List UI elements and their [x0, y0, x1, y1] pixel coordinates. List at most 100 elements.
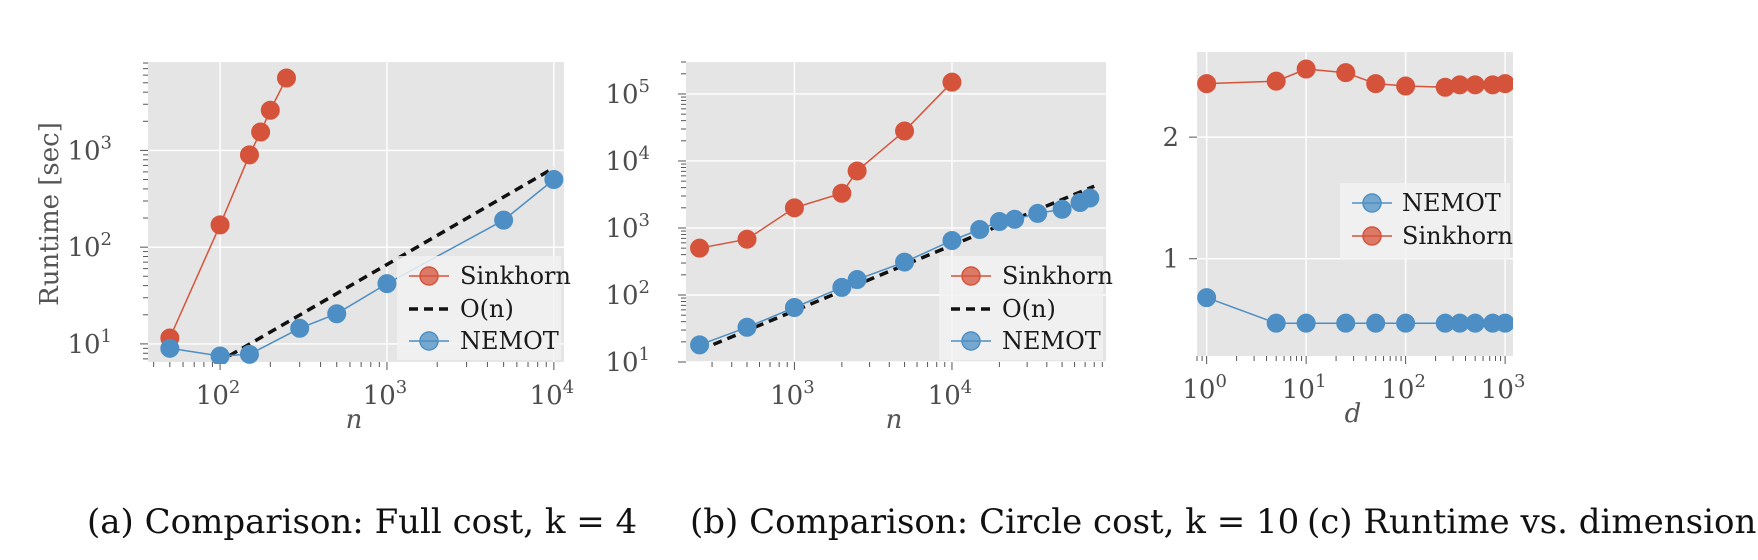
- x-axis-label: d: [1345, 399, 1362, 429]
- data-point-nemot: [1495, 313, 1513, 333]
- data-point-nemot: [210, 346, 230, 364]
- y-tick-label-base: 10: [67, 233, 100, 263]
- data-point-nemot: [1052, 199, 1072, 219]
- x-tick-label-base: 10: [1282, 375, 1315, 405]
- y-tick-label-base: 10: [605, 281, 638, 311]
- legend-marker: [1362, 193, 1382, 213]
- data-point-sinkhorn: [1396, 76, 1416, 96]
- data-point-nemot: [1005, 209, 1025, 229]
- data-point-nemot: [737, 317, 757, 337]
- y-tick-label: 103: [605, 210, 650, 244]
- data-point-nemot: [942, 231, 962, 251]
- data-point-sinkhorn: [239, 145, 259, 165]
- x-tick-label: 104: [928, 377, 973, 411]
- data-point-sinkhorn: [847, 161, 867, 181]
- data-point-nemot: [290, 318, 310, 338]
- data-point-nemot: [690, 335, 710, 355]
- legend-marker: [1362, 226, 1382, 246]
- data-point-sinkhorn: [1197, 74, 1217, 94]
- data-point-sinkhorn: [784, 198, 804, 218]
- data-point-nemot: [377, 274, 397, 294]
- data-point-nemot: [895, 252, 915, 272]
- x-tick-label-base: 10: [196, 381, 229, 411]
- legend: Sinkhorn O(n) NEMOT: [939, 256, 1113, 360]
- data-point-sinkhorn: [251, 122, 271, 142]
- series-layer: [690, 72, 1100, 355]
- y-tick-label-exp: 2: [101, 229, 112, 250]
- data-point-nemot: [1266, 313, 1286, 333]
- x-tick-label-base: 10: [1481, 375, 1514, 405]
- x-tick-label-exp: 2: [229, 377, 240, 398]
- x-tick-label-base: 10: [1182, 375, 1215, 405]
- x-tick-label-exp: 3: [1514, 371, 1525, 392]
- data-point-sinkhorn: [1336, 63, 1356, 83]
- series-layer: [160, 68, 564, 364]
- series-layer: [1197, 59, 1513, 333]
- data-point-nemot: [494, 210, 514, 230]
- data-point-sinkhorn: [1266, 71, 1286, 91]
- data-point-sinkhorn: [1495, 74, 1513, 94]
- x-tick-label-base: 10: [928, 381, 961, 411]
- x-tick-label: 104: [530, 377, 575, 411]
- y-tick-label: 101: [67, 326, 112, 360]
- legend-marker: [961, 266, 981, 286]
- y-tick-label-exp: 1: [101, 326, 112, 347]
- y-tick-label: 102: [605, 277, 650, 311]
- x-tick-label: 103: [770, 377, 815, 411]
- data-point-nemot: [160, 338, 180, 358]
- y-tick-label: 105: [605, 76, 650, 110]
- y-tick-label-exp: 4: [639, 143, 650, 164]
- data-point-sinkhorn: [1296, 59, 1316, 79]
- legend: Sinkhorn O(n) NEMOT: [397, 256, 571, 360]
- y-tick-label-base: 10: [605, 214, 638, 244]
- x-tick-label: 100: [1182, 371, 1227, 405]
- x-axis-label: n: [346, 405, 363, 435]
- series-line-o-n: [698, 184, 1095, 352]
- data-point-nemot: [1396, 313, 1416, 333]
- x-tick-label-exp: 2: [1414, 371, 1425, 392]
- legend-label: O(n): [460, 295, 514, 323]
- x-tick-label-base: 10: [363, 381, 396, 411]
- y-tick-label-base: 10: [67, 136, 100, 166]
- series-line-o-n: [215, 166, 555, 364]
- data-point-sinkhorn: [895, 121, 915, 141]
- data-point-nemot: [544, 170, 564, 190]
- y-tick-label-exp: 3: [101, 132, 112, 153]
- x-tick-label: 101: [1282, 371, 1327, 405]
- y-tick-label: 104: [605, 143, 650, 177]
- x-tick-label-base: 10: [770, 381, 803, 411]
- data-point-sinkhorn: [690, 238, 710, 258]
- x-tick-label-exp: 0: [1215, 371, 1226, 392]
- data-point-nemot: [970, 219, 990, 239]
- legend-label: NEMOT: [1002, 327, 1101, 355]
- y-tick-label-base: 10: [67, 330, 100, 360]
- x-tick-label-base: 10: [1381, 375, 1414, 405]
- data-point-nemot: [239, 344, 259, 364]
- data-point-nemot: [1080, 188, 1100, 208]
- y-tick-label: 2: [1162, 123, 1179, 153]
- legend-label: O(n): [1002, 295, 1056, 323]
- data-point-sinkhorn: [942, 72, 962, 92]
- x-tick-label-exp: 3: [396, 377, 407, 398]
- y-tick-label: 102: [67, 229, 112, 263]
- caption-b: (b) Comparison: Circle cost, k = 10: [690, 502, 1299, 542]
- data-point-sinkhorn: [260, 100, 280, 120]
- legend-label: Sinkhorn: [1002, 262, 1113, 290]
- data-point-sinkhorn: [832, 183, 852, 203]
- data-point-sinkhorn: [1465, 75, 1485, 95]
- y-tick-label-base: 10: [605, 80, 638, 110]
- data-point-sinkhorn: [210, 215, 230, 235]
- x-tick-label: 102: [1381, 371, 1426, 405]
- data-point-nemot: [847, 270, 867, 290]
- data-point-sinkhorn: [276, 68, 296, 88]
- y-axis-label: Runtime [sec]: [35, 122, 65, 306]
- x-tick-label: 103: [1481, 371, 1526, 405]
- y-tick-label-exp: 1: [639, 344, 650, 365]
- data-point-sinkhorn: [1366, 74, 1386, 94]
- data-point-sinkhorn: [737, 229, 757, 249]
- legend-label: Sinkhorn: [460, 262, 571, 290]
